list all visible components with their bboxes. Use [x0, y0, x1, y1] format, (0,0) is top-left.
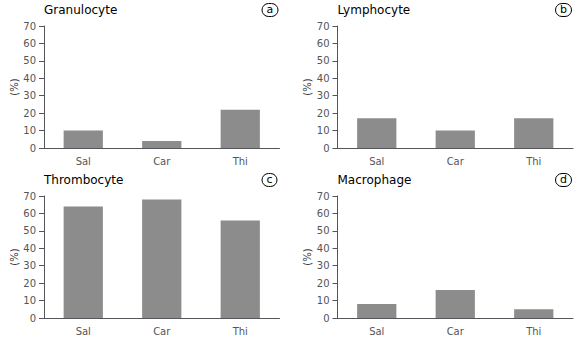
svg-text:60: 60	[23, 208, 36, 219]
svg-text:40: 40	[317, 73, 330, 84]
svg-text:d: d	[560, 173, 567, 186]
svg-text:(%): (%)	[302, 78, 313, 95]
svg-text:a: a	[267, 3, 274, 16]
svg-text:Macrophage: Macrophage	[338, 173, 412, 187]
svg-text:0: 0	[323, 313, 329, 324]
svg-text:50: 50	[317, 225, 330, 236]
svg-text:Car: Car	[153, 156, 171, 167]
svg-text:Granulocyte: Granulocyte	[44, 3, 117, 17]
svg-text:0: 0	[30, 313, 36, 324]
svg-text:50: 50	[317, 55, 330, 66]
svg-text:0: 0	[30, 143, 36, 154]
svg-text:60: 60	[317, 38, 330, 49]
svg-text:10: 10	[23, 295, 36, 306]
svg-text:50: 50	[23, 225, 36, 236]
svg-text:60: 60	[23, 38, 36, 49]
svg-text:40: 40	[317, 243, 330, 254]
svg-text:Thi: Thi	[525, 156, 541, 167]
svg-text:10: 10	[317, 295, 330, 306]
svg-text:20: 20	[317, 108, 330, 119]
svg-text:Thi: Thi	[232, 326, 248, 337]
svg-text:60: 60	[317, 208, 330, 219]
svg-text:10: 10	[23, 125, 36, 136]
svg-text:40: 40	[23, 73, 36, 84]
svg-text:Lymphocyte: Lymphocyte	[338, 3, 411, 17]
svg-text:Sal: Sal	[76, 326, 91, 337]
svg-text:Car: Car	[447, 326, 465, 337]
svg-text:20: 20	[317, 278, 330, 289]
svg-text:30: 30	[317, 260, 330, 271]
svg-text:Car: Car	[153, 326, 171, 337]
svg-text:(%): (%)	[9, 248, 20, 265]
svg-text:70: 70	[23, 191, 36, 202]
svg-text:Sal: Sal	[76, 156, 91, 167]
svg-text:b: b	[560, 3, 567, 16]
svg-text:30: 30	[23, 260, 36, 271]
svg-text:10: 10	[317, 125, 330, 136]
svg-text:40: 40	[23, 243, 36, 254]
svg-text:70: 70	[23, 21, 36, 32]
svg-text:0: 0	[323, 143, 329, 154]
svg-text:c: c	[267, 173, 273, 186]
svg-text:70: 70	[317, 21, 330, 32]
svg-text:(%): (%)	[9, 78, 20, 95]
svg-text:20: 20	[23, 278, 36, 289]
svg-text:Sal: Sal	[369, 326, 384, 337]
svg-text:Thrombocyte: Thrombocyte	[43, 173, 123, 187]
svg-text:(%): (%)	[302, 248, 313, 265]
svg-text:30: 30	[23, 90, 36, 101]
svg-text:Car: Car	[447, 156, 465, 167]
svg-text:Thi: Thi	[525, 326, 541, 337]
svg-text:30: 30	[317, 90, 330, 101]
svg-text:Thi: Thi	[232, 156, 248, 167]
svg-text:70: 70	[317, 191, 330, 202]
svg-text:20: 20	[23, 108, 36, 119]
svg-text:50: 50	[23, 55, 36, 66]
svg-text:Sal: Sal	[369, 156, 384, 167]
